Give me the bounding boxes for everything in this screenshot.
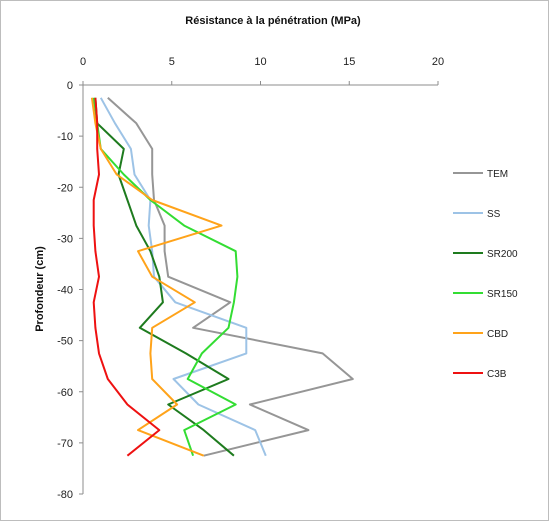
series-line-sr150	[92, 97, 239, 457]
y-axis-title: Profondeur (cm)	[34, 246, 46, 332]
legend-label-cbd: CBD	[487, 329, 508, 340]
series-line-tem	[107, 97, 354, 457]
y-tick-label: -80	[57, 489, 73, 501]
legend-label-sr150: SR150	[487, 289, 518, 300]
legend: TEM SS SR200 SR150 CBD C3B	[453, 169, 518, 380]
series-line-c3b	[92, 97, 161, 457]
x-tick-label: 15	[343, 56, 355, 68]
y-tick-label: -40	[57, 285, 73, 297]
y-tick-label: -20	[57, 182, 73, 194]
y-tick-label: -10	[57, 131, 73, 143]
legend-label-ss: SS	[487, 209, 501, 220]
y-tick-label: -50	[57, 336, 73, 348]
y-tick-label: 0	[67, 80, 73, 92]
y-tick-label: -70	[57, 438, 73, 450]
series-line-sr200	[94, 97, 235, 457]
chart-title: Résistance à la pénétration (MPa)	[185, 15, 361, 27]
legend-label-sr200: SR200	[487, 249, 518, 260]
y-tick-label: -30	[57, 233, 73, 245]
x-tick-label: 10	[254, 56, 266, 68]
legend-label-c3b: C3B	[487, 369, 507, 380]
x-tick-label: 0	[80, 56, 86, 68]
x-tick-label: 5	[169, 56, 175, 68]
y-tick-label: -60	[57, 387, 73, 399]
plot-area: 0 5 10 15 20 0 -10 -20 -30 -40 -50 -60 -70 -80	[57, 56, 444, 501]
x-tick-label: 20	[432, 56, 444, 68]
legend-label-tem: TEM	[487, 169, 508, 180]
series-line-cbd	[90, 97, 223, 457]
